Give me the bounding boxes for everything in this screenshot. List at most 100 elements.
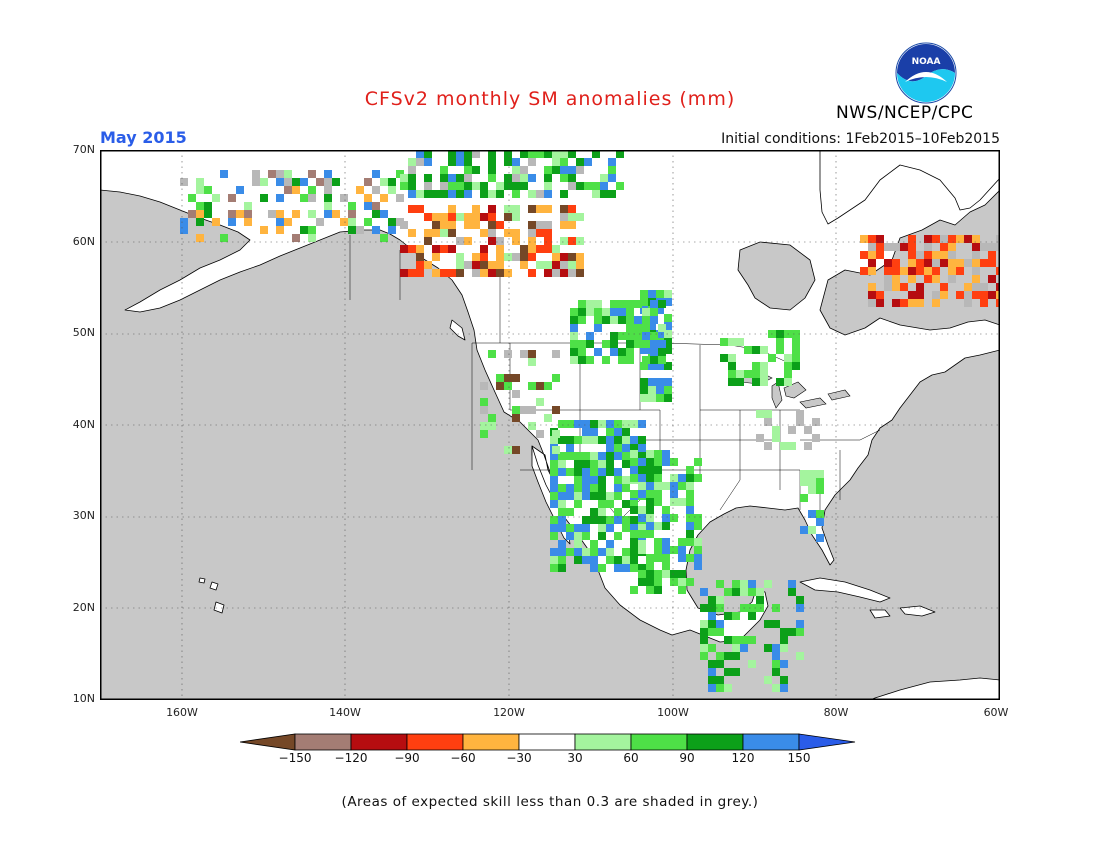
anomaly-cell (408, 205, 416, 213)
anomaly-cell (504, 374, 512, 382)
anomaly-cell (590, 428, 598, 436)
anomaly-cell (748, 636, 756, 644)
anomaly-cell (598, 492, 606, 500)
anomaly-cell (630, 444, 638, 452)
anomaly-cell (622, 564, 630, 572)
anomaly-cell (424, 237, 432, 245)
anomaly-cell (196, 210, 204, 218)
anomaly-cell (804, 426, 812, 434)
anomaly-cell (678, 498, 686, 506)
anomaly-cell (780, 684, 788, 692)
anomaly-cell (816, 478, 824, 486)
anomaly-cell (964, 259, 972, 267)
anomaly-cell (630, 554, 638, 562)
anomaly-cell (512, 166, 520, 174)
anomaly-cell (544, 150, 552, 158)
anomaly-cell (488, 166, 496, 174)
colorbar-bin (574, 733, 632, 751)
anomaly-cell (654, 498, 662, 506)
anomaly-cell (748, 604, 756, 612)
anomaly-cell (464, 158, 472, 166)
anomaly-cell (656, 330, 664, 338)
anomaly-cell (212, 194, 220, 202)
anomaly-cell (598, 452, 606, 460)
lat-label-50n: 50N (72, 326, 95, 339)
anomaly-cell (424, 150, 432, 158)
noaa-logo: NOAA (895, 42, 957, 104)
anomaly-cell (228, 210, 236, 218)
anomaly-cell (324, 170, 332, 178)
noaa-logo-text: NOAA (912, 57, 941, 67)
anomaly-cell (568, 261, 576, 269)
anomaly-cell (694, 554, 702, 562)
anomaly-cell (440, 182, 448, 190)
anomaly-cell (512, 158, 520, 166)
anomaly-cell (552, 350, 560, 358)
anomaly-cell (648, 378, 656, 386)
anomaly-cell (626, 348, 634, 356)
anomaly-cell (650, 300, 658, 308)
anomaly-cell (808, 486, 816, 494)
anomaly-cell (300, 226, 308, 234)
anomaly-cell (440, 190, 448, 198)
anomaly-cell (908, 243, 916, 251)
anomaly-cell (662, 514, 670, 522)
map-title: CFSv2 monthly SM anomalies (mm) (364, 88, 736, 110)
anomaly-cell (654, 578, 662, 586)
anomaly-cell (480, 229, 488, 237)
anomaly-cell (276, 210, 284, 218)
anomaly-cell (558, 556, 566, 564)
anomaly-cell (678, 474, 686, 482)
anomaly-cell (448, 190, 456, 198)
anomaly-cell (480, 382, 488, 390)
anomaly-cell (558, 484, 566, 492)
anomaly-cell (244, 210, 252, 218)
anomaly-cell (650, 348, 658, 356)
anomaly-cell (654, 586, 662, 594)
anomaly-cell (646, 578, 654, 586)
anomaly-cell (988, 243, 996, 251)
anomaly-cell (570, 324, 578, 332)
anomaly-cell (578, 316, 586, 324)
anomaly-cell (972, 283, 980, 291)
anomaly-cell (568, 166, 576, 174)
anomaly-cell (640, 290, 648, 298)
anomaly-cell (558, 516, 566, 524)
anomaly-cell (634, 316, 642, 324)
anomaly-cell (204, 210, 212, 218)
anomaly-cell (638, 436, 646, 444)
anomaly-cell (656, 394, 664, 402)
anomaly-cell (196, 202, 204, 210)
anomaly-cell (586, 356, 594, 364)
anomaly-cell (504, 174, 512, 182)
anomaly-cell (252, 170, 260, 178)
anomaly-cell (276, 178, 284, 186)
anomaly-cell (504, 382, 512, 390)
anomaly-cell (708, 628, 716, 636)
anomaly-cell (908, 235, 916, 243)
anomaly-cell (678, 538, 686, 546)
anomaly-cell (748, 580, 756, 588)
anomaly-cell (618, 348, 626, 356)
anomaly-cell (574, 556, 582, 564)
anomaly-cell (678, 586, 686, 594)
anomaly-cell (324, 194, 332, 202)
anomaly-cell (892, 275, 900, 283)
anomaly-cell (424, 261, 432, 269)
anomaly-cell (574, 540, 582, 548)
anomaly-cell (488, 350, 496, 358)
anomaly-cell (570, 308, 578, 316)
anomaly-cell (598, 532, 606, 540)
anomaly-cell (560, 174, 568, 182)
anomaly-cell (586, 308, 594, 316)
anomaly-cell (614, 468, 622, 476)
anomaly-cell (634, 332, 642, 340)
anomaly-cell (416, 150, 424, 158)
anomaly-cell (480, 430, 488, 438)
anomaly-cell (590, 460, 598, 468)
anomaly-cell (594, 348, 602, 356)
anomaly-cell (598, 436, 606, 444)
anomaly-cell (188, 210, 196, 218)
anomaly-cell (708, 620, 716, 628)
anomaly-cell (708, 644, 716, 652)
